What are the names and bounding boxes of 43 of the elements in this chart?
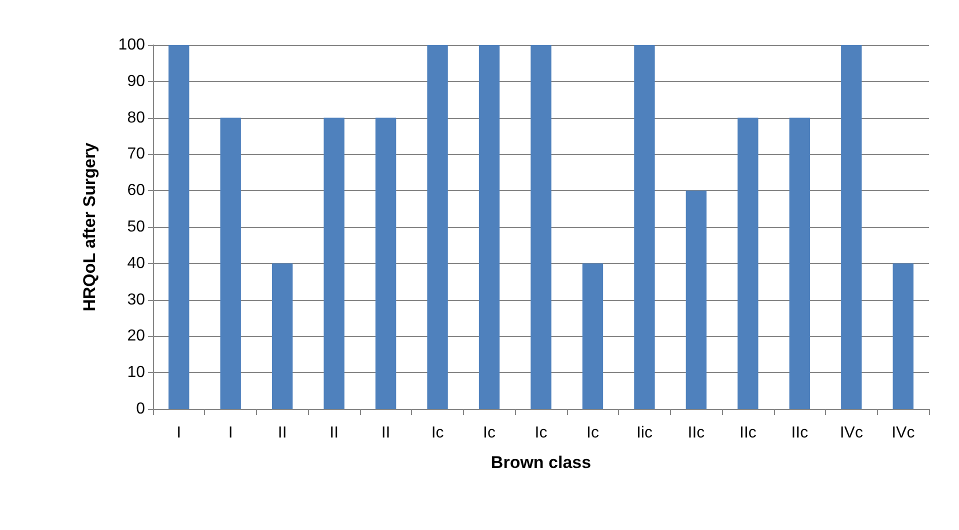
bar bbox=[324, 118, 344, 409]
bar bbox=[789, 118, 810, 409]
y-tick-label: 70 bbox=[127, 146, 146, 163]
bar bbox=[892, 263, 914, 409]
x-tick-label: I bbox=[176, 424, 182, 442]
bar bbox=[582, 263, 604, 409]
y-tick-label: 50 bbox=[127, 218, 146, 236]
x-tick-label: II bbox=[278, 424, 287, 442]
bar bbox=[841, 45, 862, 409]
bar bbox=[272, 263, 293, 409]
x-tick-label: II bbox=[330, 424, 339, 442]
bar bbox=[478, 45, 500, 409]
bar bbox=[634, 45, 655, 409]
bar bbox=[686, 190, 707, 409]
x-tick-label: Iic bbox=[636, 424, 652, 442]
x-tick-label: IIc bbox=[688, 424, 705, 442]
y-axis-title: HRQoL after Surgery bbox=[80, 142, 99, 312]
y-tick-label: 90 bbox=[127, 72, 146, 90]
x-tick-label: Ic bbox=[431, 424, 444, 442]
x-axis-title: Brown class bbox=[490, 453, 592, 472]
bar bbox=[375, 118, 396, 409]
x-tick-label: Ic bbox=[483, 424, 496, 442]
bar bbox=[530, 45, 552, 409]
x-tick-label: IVc bbox=[840, 424, 863, 442]
y-tick-label: 10 bbox=[127, 364, 146, 382]
x-tick-label: IIc bbox=[739, 424, 756, 442]
bar bbox=[738, 118, 758, 409]
bar bbox=[427, 45, 448, 409]
y-tick-label: 80 bbox=[127, 109, 146, 126]
x-tick-label: Ic bbox=[534, 424, 548, 442]
x-tick-label: IVc bbox=[892, 424, 915, 442]
x-tick-label: II bbox=[381, 424, 390, 442]
y-tick-label: 40 bbox=[127, 254, 146, 272]
y-tick-label: 20 bbox=[127, 328, 146, 345]
x-tick-label: I bbox=[228, 424, 233, 442]
y-tick-label: 100 bbox=[118, 36, 146, 54]
bar bbox=[220, 118, 241, 409]
y-tick-label: 60 bbox=[127, 182, 146, 200]
y-tick-label: 0 bbox=[136, 400, 146, 418]
y-tick-label: 30 bbox=[127, 291, 146, 308]
x-tick-label: Ic bbox=[586, 424, 599, 442]
bar bbox=[168, 45, 190, 409]
x-tick-label: IIc bbox=[791, 424, 808, 442]
